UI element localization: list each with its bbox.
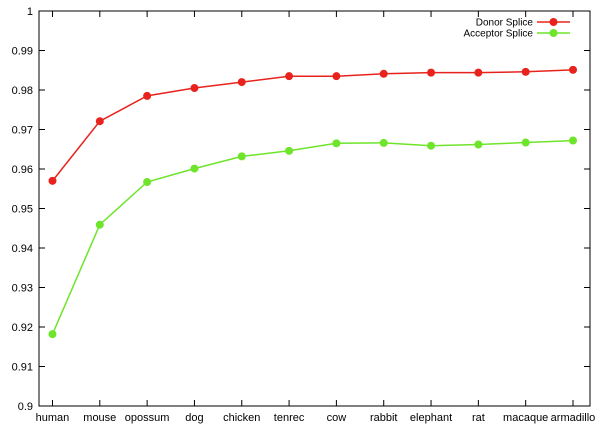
x-tick-label-opossum: opossum — [125, 412, 170, 424]
data-point-1-opossum — [143, 178, 152, 187]
data-point-1-mouse — [95, 220, 104, 229]
x-tick-label-rat: rat — [472, 412, 485, 424]
data-point-1-rat — [474, 140, 483, 149]
x-tick-label-armadillo: armadillo — [551, 412, 596, 424]
series-layer — [48, 65, 577, 339]
y-tick-label: 1 — [27, 6, 33, 18]
x-tick-label-dog: dog — [185, 412, 203, 424]
data-point-0-human — [48, 176, 57, 185]
x-tick-label-macaque: macaque — [503, 412, 548, 424]
series-0 — [48, 65, 577, 185]
data-point-1-dog — [190, 164, 199, 173]
data-point-0-cow — [332, 72, 341, 81]
data-point-0-tenrec — [285, 72, 294, 81]
y-tick-label: 0.95 — [12, 204, 33, 216]
data-point-0-chicken — [237, 78, 246, 87]
legend-label-0: Donor Splice — [476, 18, 534, 29]
x-tick-label-human: human — [36, 412, 70, 424]
axes: 0.9 0.91 0.92 0.93 0.94 0.95 0.96 0.97 0.98 0.99 1… — [12, 6, 596, 424]
data-point-0-dog — [190, 84, 199, 93]
data-point-0-elephant — [427, 68, 436, 77]
y-tick-label: 0.93 — [12, 283, 33, 295]
data-point-1-cow — [332, 139, 341, 148]
data-point-1-human — [48, 330, 57, 339]
y-tick-label: 0.96 — [12, 164, 33, 176]
data-point-1-armadillo — [569, 136, 577, 145]
data-point-1-rabbit — [379, 138, 388, 147]
x-tick-label-elephant: elephant — [410, 412, 452, 424]
plot-frame — [38, 10, 591, 407]
y-tick-label: 0.9 — [18, 401, 33, 413]
data-point-0-opossum — [143, 91, 152, 100]
series-line-1 — [51, 139, 574, 335]
y-tick-label: 0.91 — [12, 362, 33, 374]
series-1 — [48, 136, 577, 339]
data-point-0-rabbit — [379, 69, 388, 78]
data-point-1-tenrec — [285, 146, 294, 155]
data-point-1-chicken — [237, 152, 246, 161]
y-tick-label: 0.92 — [12, 322, 33, 334]
x-tick-label-mouse: mouse — [83, 412, 116, 424]
y-tick-label: 0.99 — [12, 46, 33, 58]
y-tick-label: 0.97 — [12, 125, 33, 137]
data-point-0-mouse — [95, 117, 104, 126]
series-line-0 — [51, 69, 574, 182]
legend-marker-0 — [549, 18, 558, 26]
legend-label-1: Acceptor Splice — [464, 29, 534, 40]
data-point-1-elephant — [427, 141, 436, 150]
legend-marker-1 — [549, 29, 558, 37]
data-point-0-armadillo — [569, 65, 577, 74]
y-tick-label: 0.98 — [12, 85, 33, 97]
x-tick-label-chicken: chicken — [223, 412, 260, 424]
x-tick-label-tenrec: tenrec — [274, 412, 305, 424]
y-tick-label: 0.94 — [12, 243, 33, 255]
data-point-0-rat — [474, 68, 483, 77]
data-point-1-macaque — [521, 138, 530, 147]
x-tick-label-cow: cow — [327, 412, 347, 424]
x-tick-label-rabbit: rabbit — [370, 412, 398, 424]
data-point-0-macaque — [521, 67, 530, 76]
